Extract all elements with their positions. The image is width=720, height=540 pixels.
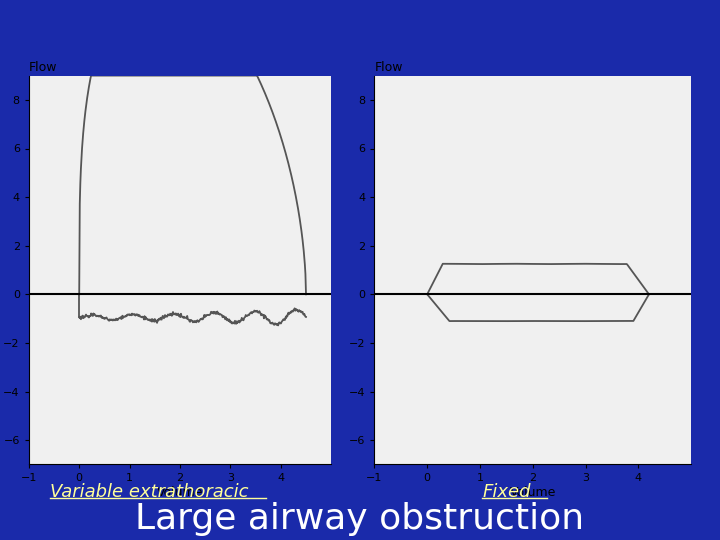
Text: Fixed: Fixed bbox=[482, 483, 531, 502]
Text: Flow: Flow bbox=[374, 62, 403, 75]
Text: Variable extrathoracic: Variable extrathoracic bbox=[50, 483, 249, 502]
X-axis label: Volume: Volume bbox=[157, 486, 203, 499]
Text: Large airway obstruction: Large airway obstruction bbox=[135, 503, 585, 536]
X-axis label: Volume: Volume bbox=[510, 486, 556, 499]
Text: Flow: Flow bbox=[29, 62, 58, 75]
